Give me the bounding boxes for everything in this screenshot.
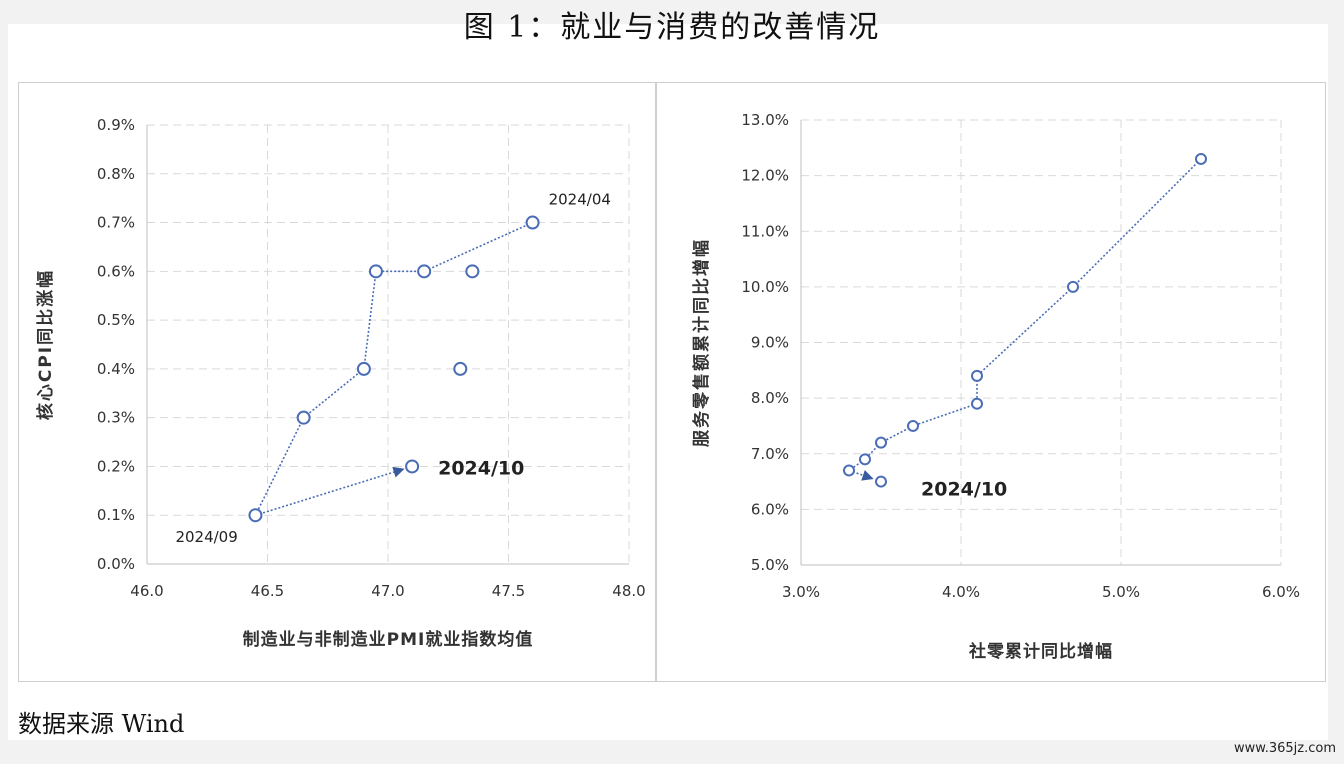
right-data-point — [1195, 152, 1207, 165]
right-y-tick-label: 11.0% — [741, 222, 789, 240]
left-x-tick-label: 46.5 — [251, 582, 284, 600]
right-y-tick-label: 8.0% — [751, 389, 789, 407]
left-annotation-label: 2024/10 — [438, 457, 524, 479]
left-annotation-label: 2024/04 — [549, 191, 611, 209]
right-data-point — [859, 453, 871, 466]
right-data-point — [907, 419, 919, 432]
right-data-point — [843, 464, 855, 477]
right-chart: 3.0% 4.0% 5.0% 6.0% 5.0% 6.0% 7.0% 8.0% 9.0% 10.0… — [691, 111, 1300, 662]
left-y-tick-label: 0.7% — [97, 214, 135, 232]
left-x-tick-label: 47.5 — [492, 582, 525, 600]
left-data-point — [248, 508, 263, 523]
right-data-point — [971, 369, 983, 382]
right-y-tick-label: 13.0% — [741, 111, 789, 129]
source-note: 数据来源 Wind — [18, 710, 185, 738]
left-data-point — [417, 264, 432, 279]
left-y-tick-label: 0.0% — [97, 555, 135, 573]
watermark-text: www.365jz.com — [1234, 741, 1336, 756]
left-y-axis-title: 核心CPI同比涨幅 — [35, 269, 56, 420]
right-y-tick-label: 10.0% — [741, 278, 789, 296]
right-series-segment — [912, 402, 978, 427]
right-x-tick-label: 4.0% — [942, 583, 980, 601]
right-y-axis-title: 服务零售额累计同比增幅 — [691, 238, 712, 447]
right-x-tick-label: 6.0% — [1262, 583, 1300, 601]
right-data-point — [875, 475, 887, 488]
right-y-tick-label: 7.0% — [751, 445, 789, 463]
left-data-point — [356, 361, 371, 376]
left-y-tick-label: 0.1% — [97, 506, 135, 524]
figure-title: 图 1：就业与消费的改善情况 — [463, 10, 881, 45]
right-x-tick-label: 5.0% — [1102, 583, 1140, 601]
left-y-tick-label: 0.2% — [97, 457, 135, 475]
right-y-tick-label: 9.0% — [751, 334, 789, 352]
right-series-segment — [1072, 158, 1202, 288]
left-y-tick-label: 0.4% — [97, 360, 135, 378]
left-chart: 46.0 46.5 47.0 47.5 48.0 0.0% 0.1% 0.2% 0.3% 0.4%… — [35, 116, 646, 650]
right-x-axis-title: 社零累计同比增幅 — [968, 641, 1113, 662]
left-data-point — [525, 215, 540, 230]
left-data-point — [296, 410, 311, 425]
right-series-segment — [976, 286, 1074, 377]
left-series-segment — [363, 271, 377, 369]
left-x-tick-label: 47.0 — [371, 582, 404, 600]
right-chart-panel: 3.0% 4.0% 5.0% 6.0% 5.0% 6.0% 7.0% 8.0% 9.0% 10.0… — [656, 82, 1326, 682]
left-series-segment — [255, 466, 405, 516]
left-data-point — [453, 361, 468, 376]
left-data-point — [465, 264, 480, 279]
right-data-point — [1067, 280, 1079, 293]
right-y-tick-label: 5.0% — [751, 556, 789, 574]
right-data-point — [971, 397, 983, 410]
left-x-tick-label: 46.0 — [130, 582, 163, 600]
left-series-segment — [423, 221, 533, 273]
left-x-axis-title: 制造业与非制造业PMI就业指数均值 — [243, 629, 534, 650]
right-y-tick-label: 6.0% — [751, 500, 789, 518]
left-x-tick-label: 48.0 — [612, 582, 645, 600]
right-annotation-label: 2024/10 — [921, 479, 1007, 501]
left-series-segment — [303, 368, 365, 419]
right-data-point — [875, 436, 887, 449]
right-x-tick-label: 3.0% — [782, 583, 820, 601]
left-y-tick-label: 0.5% — [97, 311, 135, 329]
left-data-point — [368, 264, 383, 279]
left-chart-panel: 46.0 46.5 47.0 47.5 48.0 0.0% 0.1% 0.2% 0.3% 0.4%… — [18, 82, 656, 682]
left-y-tick-label: 0.8% — [97, 165, 135, 183]
left-y-tick-label: 0.9% — [97, 116, 135, 134]
right-y-tick-label: 12.0% — [741, 167, 789, 185]
left-annotation-label: 2024/09 — [175, 528, 237, 546]
left-y-tick-label: 0.6% — [97, 262, 135, 280]
left-y-tick-label: 0.3% — [97, 409, 135, 427]
left-data-point — [405, 459, 420, 474]
